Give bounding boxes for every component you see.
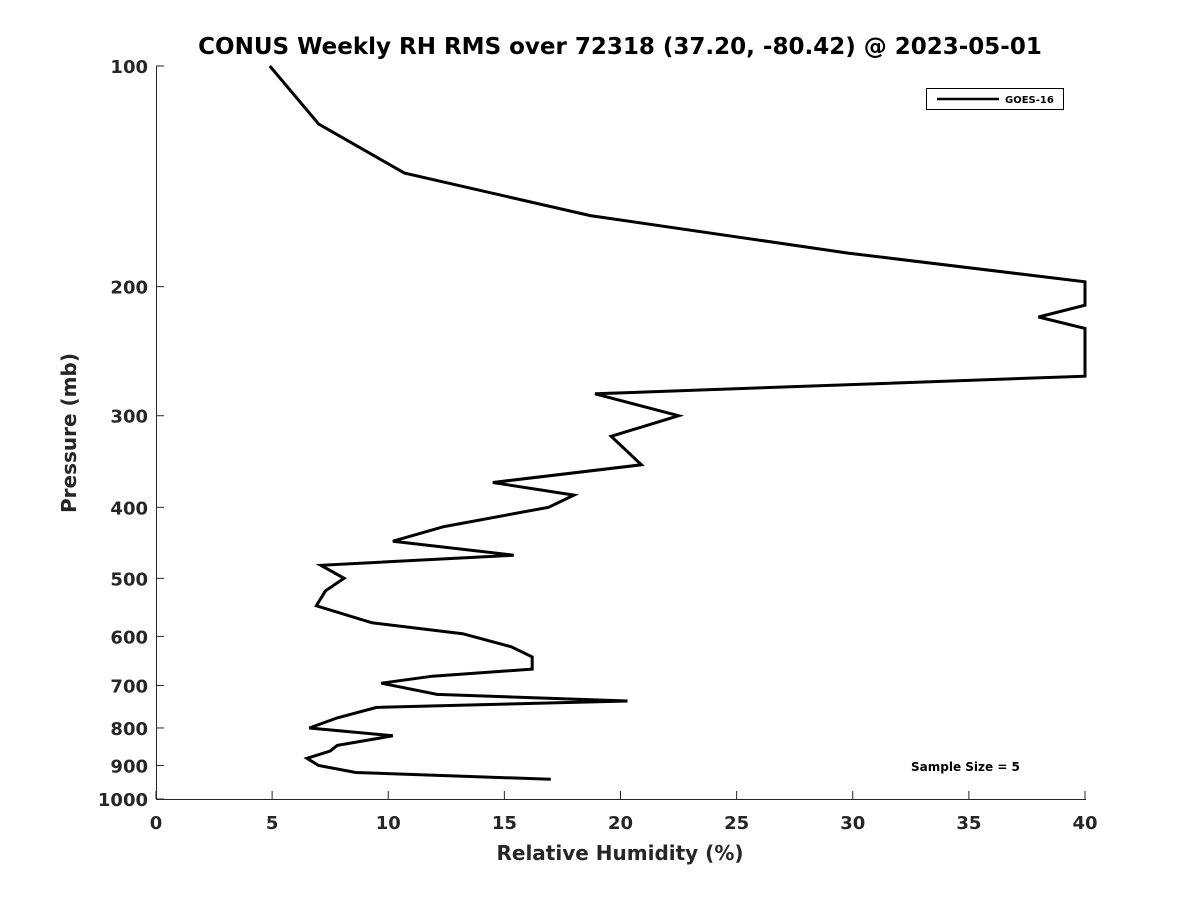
x-tick-label: 40: [1072, 813, 1097, 834]
y-tick-label: 1000: [98, 790, 148, 811]
x-tick-label: 10: [376, 813, 401, 834]
legend: GOES-16: [926, 88, 1064, 110]
x-tick-label: 5: [266, 813, 279, 834]
series-layer: [268, 65, 1087, 781]
y-tick-label: 700: [110, 676, 148, 697]
x-tick-label: 15: [492, 813, 517, 834]
sample-size-annotation: Sample Size = 5: [911, 760, 1020, 774]
x-tick-label: 35: [956, 813, 981, 834]
y-tick-label: 900: [110, 756, 148, 777]
y-tick-label: 200: [110, 278, 148, 299]
x-tick-label: 0: [150, 813, 163, 834]
legend-entry-goes-16: GOES-16: [1005, 95, 1054, 106]
series-line-goes-16: [268, 65, 1087, 781]
y-axis-label: Pressure (mb): [57, 353, 81, 513]
x-tick-label: 30: [840, 813, 865, 834]
x-tick-label: 20: [608, 813, 633, 834]
x-axis-ticks: 0 5 10 15 20 25 30 35 40: [150, 791, 1098, 834]
y-tick-label: 300: [110, 407, 148, 428]
y-tick-label: 500: [110, 569, 148, 590]
y-tick-label: 800: [110, 719, 148, 740]
x-axis-label: Relative Humidity (%): [496, 841, 743, 865]
x-tick-label: 25: [724, 813, 749, 834]
y-tick-label: 400: [110, 498, 148, 519]
y-tick-label: 100: [110, 57, 148, 78]
y-axis-ticks: 100 200 300 400 500 600 700 800 900 1000: [98, 57, 164, 811]
chart-title: CONUS Weekly RH RMS over 72318 (37.20, -…: [198, 34, 1042, 60]
y-tick-label: 600: [110, 627, 148, 648]
